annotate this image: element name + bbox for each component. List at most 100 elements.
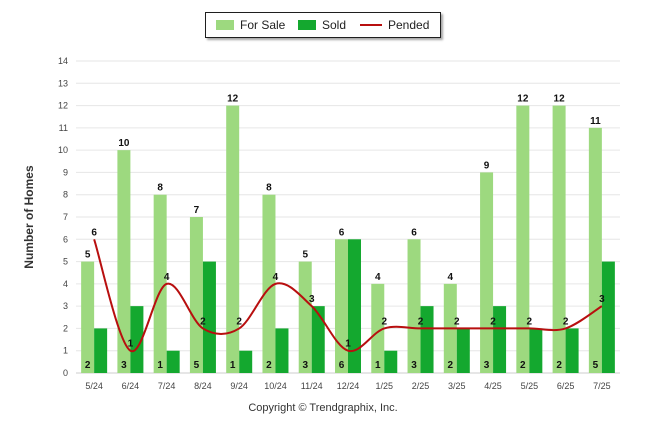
bar-for-sale[interactable] — [153, 194, 167, 373]
sold-value-label: 1 — [375, 360, 381, 371]
bar-for-sale[interactable] — [552, 105, 566, 374]
pended-series-line — [93, 238, 603, 352]
bar-sold[interactable] — [130, 306, 144, 373]
pended-value-label: 2 — [381, 316, 387, 327]
y-tick-label: 6 — [63, 234, 68, 244]
y-tick-label: 2 — [63, 323, 68, 333]
bar-for-sale[interactable] — [81, 261, 95, 373]
bar-sold[interactable] — [384, 350, 398, 373]
for-sale-value-label: 6 — [339, 227, 345, 238]
for-sale-value-label: 6 — [411, 227, 417, 238]
bar-sold[interactable] — [565, 328, 579, 373]
y-tick-label: 10 — [58, 145, 68, 155]
legend-swatch-for-sale — [216, 20, 234, 30]
sold-value-label: 3 — [484, 360, 490, 371]
for-sale-value-label: 7 — [194, 205, 200, 216]
y-tick-label: 5 — [63, 257, 68, 267]
pended-value-label: 2 — [200, 316, 206, 327]
legend-label-sold: Sold — [322, 18, 347, 32]
pended-value-label: 6 — [91, 227, 97, 238]
bar-sold[interactable] — [348, 239, 361, 373]
for-sale-value-label: 12 — [517, 94, 529, 105]
for-sale-value-label: 10 — [118, 138, 130, 149]
bar-sold[interactable] — [529, 328, 543, 373]
pended-value-label: 3 — [309, 294, 315, 305]
x-tick-label: 7/24 — [158, 381, 176, 391]
legend-item-for-sale[interactable]: For Sale — [216, 18, 285, 32]
pended-value-label: 2 — [418, 316, 424, 327]
bar-sold[interactable] — [456, 328, 470, 373]
bar-for-sale[interactable] — [335, 239, 348, 373]
bar-sold[interactable] — [94, 328, 108, 373]
y-tick-label: 3 — [63, 301, 68, 311]
bar-sold[interactable] — [275, 328, 289, 373]
y-tick-label: 9 — [63, 167, 68, 177]
bar-sold[interactable] — [311, 306, 325, 373]
x-tick-label: 7/25 — [593, 381, 611, 391]
sold-value-label: 1 — [230, 360, 236, 371]
y-tick-label: 8 — [63, 190, 68, 200]
copyright-text: Copyright © Trendgraphix, Inc. — [248, 402, 398, 414]
pended-value-label: 2 — [454, 316, 460, 327]
bars — [81, 105, 615, 374]
x-tick-label: 6/24 — [122, 381, 140, 391]
for-sale-value-label: 4 — [448, 272, 454, 283]
for-sale-value-label: 12 — [227, 94, 239, 105]
bar-for-sale[interactable] — [407, 239, 421, 373]
y-tick-label: 14 — [58, 56, 68, 66]
legend-item-sold[interactable]: Sold — [298, 18, 346, 32]
x-tick-label: 5/24 — [85, 381, 103, 391]
pended-value-label: 2 — [527, 316, 533, 327]
sold-value-label: 5 — [194, 360, 200, 371]
bar-for-sale[interactable] — [226, 105, 240, 374]
pended-value-label: 2 — [236, 316, 242, 327]
bar-for-sale[interactable] — [189, 217, 203, 373]
pended-value-label: 4 — [273, 272, 279, 283]
data-labels: 5261031814752121282453366141263242293212… — [85, 94, 605, 371]
legend-label-for-sale: For Sale — [240, 18, 286, 32]
legend-label-pended: Pended — [388, 18, 430, 32]
sold-value-label: 2 — [85, 360, 91, 371]
x-tick-label: 4/25 — [484, 381, 502, 391]
sold-value-label: 3 — [411, 360, 417, 371]
bar-sold[interactable] — [239, 350, 253, 373]
x-tick-label: 9/24 — [230, 381, 248, 391]
x-tick-label: 1/25 — [376, 381, 394, 391]
y-tick-label: 13 — [58, 78, 68, 88]
for-sale-value-label: 8 — [266, 183, 272, 194]
bar-for-sale[interactable] — [298, 261, 312, 373]
y-tick-label: 7 — [63, 212, 68, 222]
for-sale-value-label: 12 — [554, 94, 566, 105]
for-sale-value-label: 4 — [375, 272, 381, 283]
for-sale-value-label: 5 — [85, 250, 91, 261]
pended-value-label: 1 — [128, 339, 134, 350]
bar-sold[interactable] — [601, 261, 615, 373]
for-sale-value-label: 8 — [157, 183, 163, 194]
bar-for-sale[interactable] — [117, 150, 131, 373]
legend-item-pended[interactable]: Pended — [360, 18, 429, 32]
sold-value-label: 6 — [339, 360, 345, 371]
x-tick-label: 3/25 — [448, 381, 466, 391]
sold-value-label: 1 — [157, 360, 163, 371]
for-sale-value-label: 5 — [302, 250, 308, 261]
bar-for-sale[interactable] — [262, 194, 276, 373]
pended-value-label: 3 — [599, 294, 605, 305]
bar-sold[interactable] — [493, 306, 507, 373]
legend: For Sale Sold Pended — [205, 12, 441, 38]
bar-for-sale[interactable] — [516, 105, 530, 374]
bar-for-sale[interactable] — [371, 283, 385, 373]
y-tick-label: 4 — [63, 279, 68, 289]
sold-value-label: 2 — [520, 360, 526, 371]
y-tick-label: 1 — [63, 346, 68, 356]
bar-sold[interactable] — [420, 306, 434, 373]
bar-sold[interactable] — [202, 261, 216, 373]
bar-for-sale[interactable] — [480, 172, 494, 373]
pended-value-label: 2 — [563, 316, 569, 327]
sold-value-label: 3 — [121, 360, 127, 371]
bar-sold[interactable] — [166, 350, 180, 373]
x-tick-label: 2/25 — [412, 381, 430, 391]
bar-for-sale[interactable] — [588, 127, 602, 373]
x-tick-label: 11/24 — [301, 381, 323, 391]
